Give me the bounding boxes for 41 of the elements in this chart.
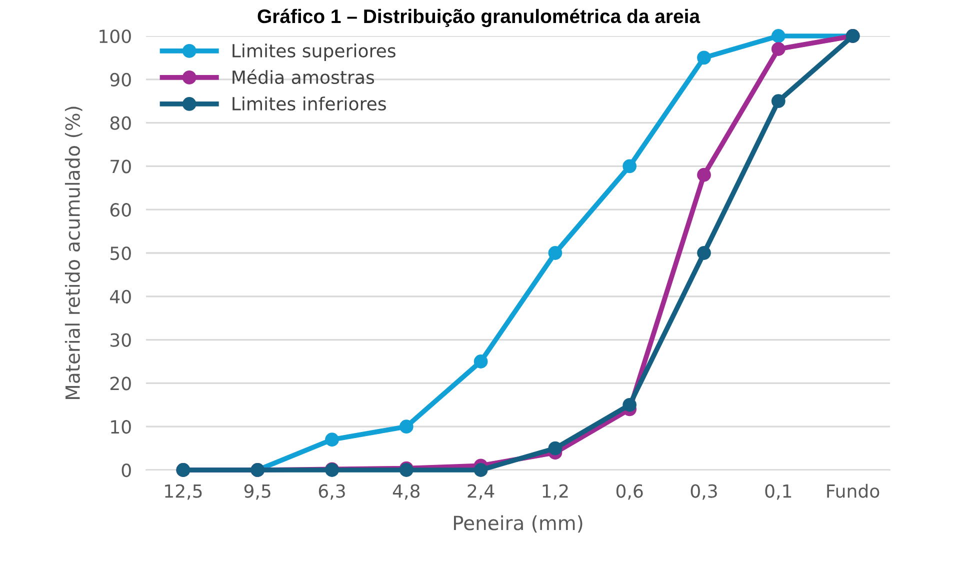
- x-tick-label: 4,8: [392, 484, 420, 500]
- legend-label: Limites superiores: [232, 44, 396, 62]
- x-tick-label: 0,3: [690, 484, 717, 500]
- point: [474, 354, 488, 368]
- y-tick-label: 20: [110, 376, 131, 390]
- x-tick-label: 1,2: [542, 484, 568, 500]
- y-tick-label: 10: [111, 420, 131, 434]
- point: [325, 432, 339, 447]
- y-tick-label: 30: [110, 333, 131, 347]
- y-axis-title: Material retido acumulado (%): [64, 106, 82, 399]
- point: [697, 50, 711, 65]
- x-tick-label: 9,5: [244, 484, 270, 500]
- x-tick-label: 12,5: [165, 484, 202, 500]
- y-tick-label: 50: [110, 246, 131, 260]
- point: [697, 246, 711, 260]
- y-tick-label: 80: [110, 116, 131, 130]
- y-tick-label: 70: [110, 160, 131, 174]
- point: [771, 29, 786, 43]
- point: [474, 463, 488, 477]
- point: [697, 168, 711, 182]
- legend-label: Média amostras: [232, 69, 374, 84]
- point: [622, 159, 637, 174]
- x-tick-label: Fundo: [827, 484, 880, 498]
- chart-title: Gráfico 1 – Distribuição granulométrica da areia: [258, 8, 700, 28]
- y-tick-label: 60: [110, 203, 131, 217]
- x-axis-title: Peneira (mm): [454, 515, 582, 533]
- y-tick-label: 0: [122, 463, 131, 478]
- point: [548, 441, 562, 456]
- legend-label: Limites inferiores: [232, 96, 386, 111]
- point: [548, 246, 562, 260]
- point: [399, 420, 414, 434]
- x-tick-label: 6,3: [318, 484, 345, 500]
- x-tick-label: 2,4: [468, 484, 494, 500]
- point: [771, 94, 786, 108]
- x-tick-label: 0,6: [616, 484, 643, 500]
- x-tick-label: 0,1: [765, 484, 792, 500]
- y-tick-label: 40: [110, 290, 131, 304]
- y-tick-label: 90: [110, 72, 131, 87]
- point: [771, 42, 786, 56]
- point: [622, 398, 637, 412]
- y-tick-label: 100: [100, 29, 131, 44]
